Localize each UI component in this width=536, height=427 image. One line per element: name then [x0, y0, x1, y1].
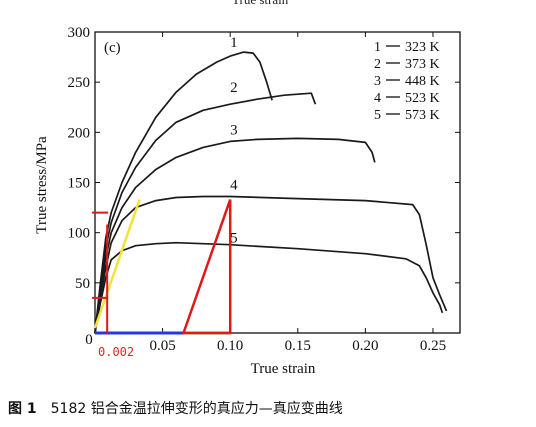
legend-number: 4	[374, 91, 381, 106]
series-line-1	[94, 51, 273, 334]
series-line-2	[94, 92, 317, 334]
legend-number: 2	[374, 57, 381, 72]
figure-caption: 图 1 5182 铝合金温拉伸变形的真应力—真应变曲线	[8, 398, 343, 418]
x-tick-label: 0.05	[149, 338, 175, 354]
series-label-5: 5	[230, 231, 238, 247]
y-tick-label: 200	[68, 125, 91, 141]
legend-number: 1	[374, 40, 381, 55]
legend-label: 448 K	[405, 74, 440, 89]
caption-text: 5182 铝合金温拉伸变形的真应力—真应变曲线	[50, 401, 343, 417]
series-line-5	[94, 241, 444, 334]
annotations	[92, 199, 232, 335]
series-label-2: 2	[230, 80, 238, 96]
y-tick-label: 250	[68, 75, 91, 91]
x-tick-label: 0.20	[352, 338, 378, 354]
legend-number: 5	[374, 108, 381, 123]
series-line-4	[94, 195, 448, 334]
legend-number: 3	[374, 74, 381, 89]
series-label-1: 1	[230, 35, 238, 51]
x-tick-label: 0.25	[420, 338, 446, 354]
caption-label: 图 1	[8, 401, 37, 417]
legend-label: 523 K	[405, 91, 440, 106]
x-tick-label: 0.15	[285, 338, 311, 354]
series-line-3	[94, 137, 376, 334]
legend-label: 573 K	[405, 108, 440, 123]
panel-label: (c)	[104, 40, 121, 56]
yellow-elastic-line	[93, 199, 141, 329]
strain-offset-label: 0.002	[98, 345, 134, 359]
y-tick-label: 300	[68, 25, 91, 41]
y-axis-label: True stress/MPa	[34, 136, 50, 234]
origin-label: 0	[85, 332, 93, 348]
series-lines: 1 2 3 4 5	[94, 35, 448, 334]
y-tick-label: 100	[68, 226, 91, 242]
series-label-3: 3	[230, 122, 238, 138]
y-tick-label: 50	[75, 276, 90, 292]
x-axis-label: True strain	[251, 361, 316, 377]
cut-top-text: True strain	[232, 0, 288, 8]
legend: 1 323 K 2 373 K 3 448 K 4 523 K 5 573 K	[374, 40, 440, 123]
y-tick-label: 150	[68, 176, 91, 192]
legend-label: 323 K	[405, 40, 440, 55]
red-offset-triangle	[181, 199, 232, 335]
x-tick-label: 0.10	[217, 338, 243, 354]
series-label-4: 4	[230, 178, 238, 194]
legend-label: 373 K	[405, 57, 440, 72]
